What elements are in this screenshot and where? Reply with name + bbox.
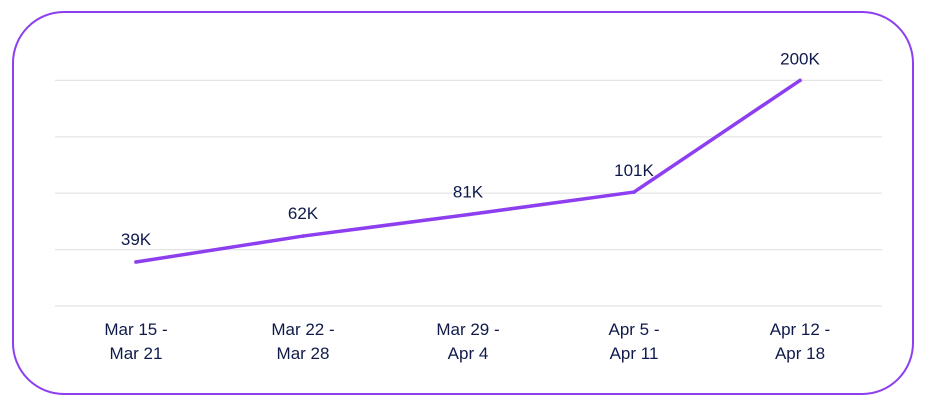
data-label: 81K — [453, 183, 484, 202]
x-tick-label: Apr 12 -Apr 18 — [770, 320, 830, 363]
x-axis-tick-labels: Mar 15 -Mar 21 Mar 22 -Mar 28 Mar 29 -Apr … — [104, 320, 830, 363]
data-label: 62K — [288, 204, 319, 223]
x-tick-label: Apr 5 -Apr 11 — [608, 320, 659, 363]
data-label: 39K — [121, 230, 152, 249]
data-point — [798, 78, 802, 83]
data-labels: 39K 62K 81K 101K 200K — [121, 49, 821, 249]
chart-card — [12, 11, 914, 395]
data-point — [466, 212, 470, 217]
data-label: 101K — [614, 161, 654, 180]
x-tick-label: Mar 22 -Mar 28 — [271, 320, 334, 363]
gridlines — [55, 79, 882, 307]
x-tick-label: Mar 15 -Mar 21 — [104, 320, 167, 363]
data-point — [301, 234, 305, 238]
data-point — [134, 260, 138, 264]
x-tick-label: Mar 29 -Apr 4 — [436, 320, 499, 363]
data-label: 200K — [780, 49, 820, 68]
data-points — [134, 78, 802, 264]
data-point — [632, 190, 636, 194]
series-line — [134, 78, 802, 264]
